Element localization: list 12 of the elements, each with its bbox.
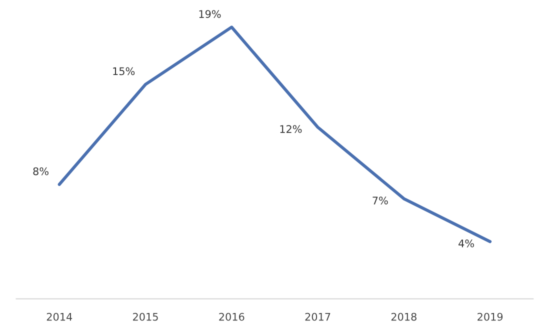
data-label: 19%: [199, 10, 221, 18]
x-tick-label: 2015: [133, 312, 158, 321]
x-tick-label: 2018: [391, 312, 416, 321]
x-tick-label: 2017: [305, 312, 330, 321]
data-label: 12%: [280, 125, 302, 133]
x-tick-label: 2019: [478, 312, 503, 321]
data-label: 8%: [33, 167, 48, 176]
data-label: 7%: [372, 196, 388, 204]
data-label: 15%: [113, 67, 135, 76]
x-tick-label: 2014: [46, 312, 72, 321]
data-label: 4%: [458, 239, 474, 248]
x-tick-label: 2016: [219, 312, 244, 321]
